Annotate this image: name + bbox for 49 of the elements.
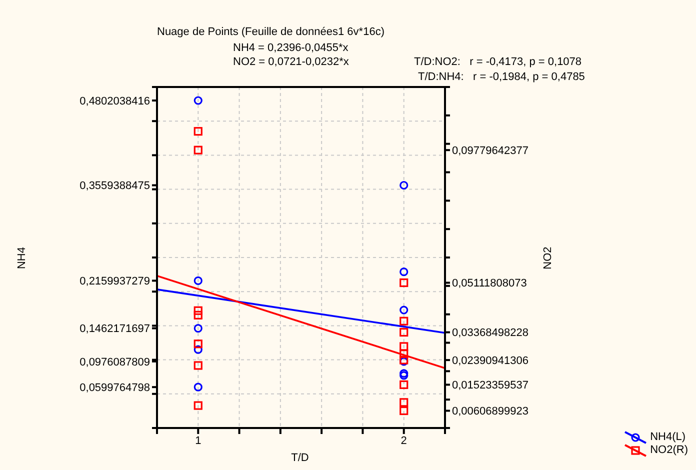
text: NH4 = 0,2396-0,0455*x <box>233 42 348 54</box>
point <box>400 306 408 314</box>
y-tick-label: 0,0976087809 <box>80 356 150 368</box>
point <box>400 369 408 378</box>
legend-label: NH4(L) <box>650 430 686 442</box>
point <box>194 401 202 410</box>
x-tick-label: 2 <box>400 434 407 447</box>
y2-tick-label: 0,01523359537 <box>452 380 528 392</box>
point <box>194 382 202 392</box>
point <box>194 96 202 105</box>
point <box>400 398 408 407</box>
y-tick-label: 0,3559388475 <box>80 180 150 192</box>
point <box>400 350 408 358</box>
y2-tick-label: 0,00606899923 <box>452 406 528 418</box>
point <box>194 340 202 348</box>
point <box>400 180 408 190</box>
point <box>194 276 202 285</box>
y-tick-label: 0,2159937279 <box>80 276 150 288</box>
text: T/D:NO2: r = -0,4173, p = 0,1078 <box>414 56 582 68</box>
x-tick-label: 1 <box>195 434 202 447</box>
point <box>400 342 408 351</box>
point <box>194 146 202 154</box>
y-tick-label: 0,4802038416 <box>80 95 150 108</box>
y2-tick-label: 0,02390941306 <box>452 354 528 367</box>
point <box>194 324 202 333</box>
chart-title: Nuage de Points (Feuille de données1 6v*16c) <box>157 26 384 38</box>
y2-axis-title: NO2 <box>542 246 554 270</box>
point <box>194 361 202 370</box>
y-tick-label: 0,1462171697 <box>80 323 150 336</box>
y2-tick-label: 0,09779642377 <box>452 145 528 157</box>
point <box>194 310 202 320</box>
y-axis-title: NH4 <box>16 246 28 270</box>
point <box>194 127 202 136</box>
text: T/D:NH4: r = -0,1984, p = 0,4785 <box>418 71 585 83</box>
y2-tick-label: 0,03368498228 <box>452 327 528 340</box>
point <box>194 306 202 315</box>
x-axis-title: T/D <box>291 452 309 464</box>
legend-label: NO2(R) <box>650 444 688 456</box>
point <box>400 371 408 380</box>
text: NO2 = 0,0721-0,0232*x <box>233 56 349 68</box>
point <box>400 316 408 326</box>
y2-tick-label: 0,05111808073 <box>452 278 527 290</box>
point <box>400 406 408 416</box>
point <box>400 380 408 390</box>
point <box>400 278 408 288</box>
y-tick-label: 0,0599764798 <box>80 382 150 394</box>
point <box>194 345 202 354</box>
point <box>400 268 408 276</box>
point <box>400 328 408 337</box>
